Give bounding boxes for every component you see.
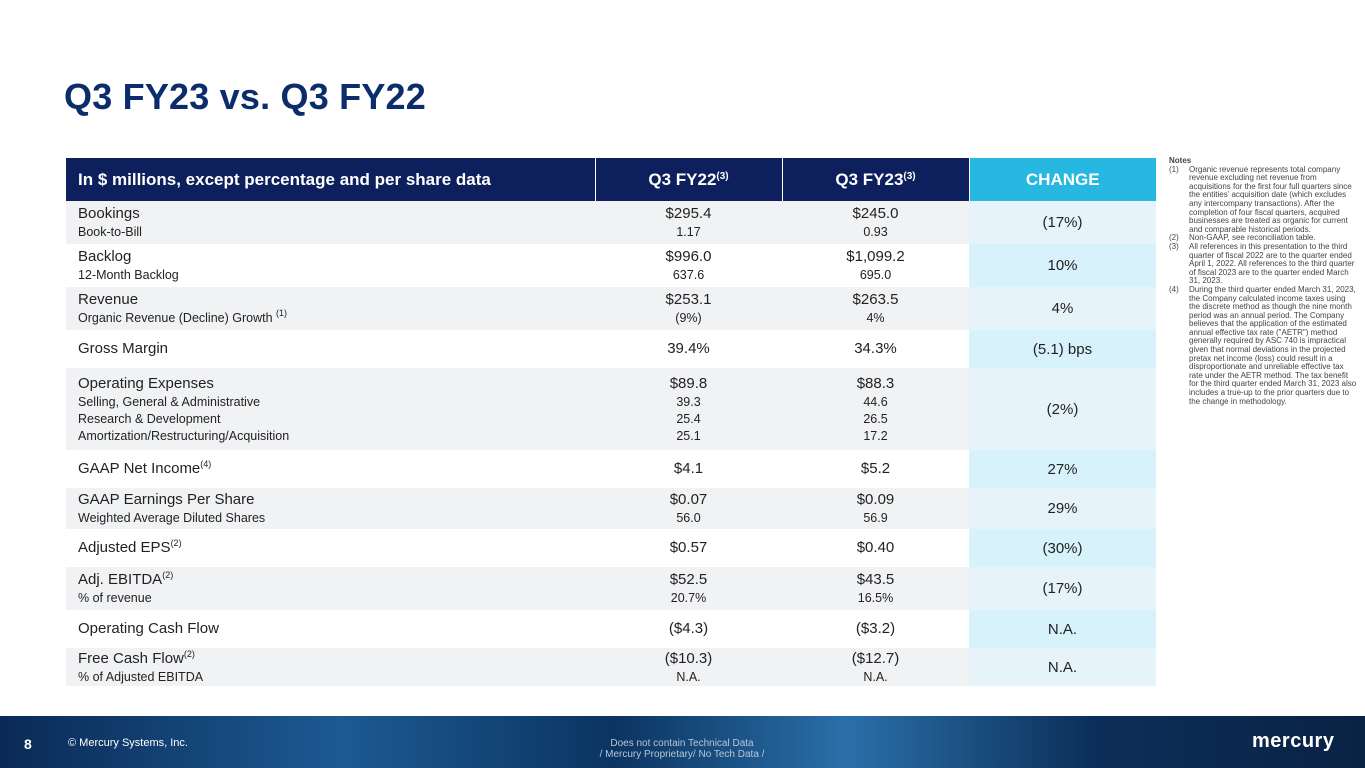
cell-q3fy23: $0.40 <box>782 529 969 567</box>
row-label: Operating Expenses Selling, General & Adm… <box>66 368 595 450</box>
table-row: GAAP Earnings Per Share Weighted Average … <box>66 488 1156 529</box>
row-label: Free Cash Flow(2)% of Adjusted EBITDA <box>66 648 595 686</box>
cell-change: 27% <box>969 450 1156 488</box>
table-row: Revenue Organic Revenue (Decline) Growth … <box>66 287 1156 330</box>
cell-q3fy23: $43.5 16.5% <box>782 567 969 610</box>
table-row: GAAP Net Income(4) $4.1 $5.2 27% <box>66 450 1156 488</box>
cell-q3fy23: $245.0 0.93 <box>782 201 969 244</box>
row-label: Gross Margin <box>66 330 595 368</box>
table-row: Adj. EBITDA(2)% of revenue $52.5 20.7% $43.… <box>66 567 1156 610</box>
cell-change: 29% <box>969 488 1156 529</box>
note-item: (2) Non-GAAP, see reconciliation table. <box>1169 233 1316 243</box>
cell-q3fy23: 34.3% <box>782 330 969 368</box>
row-label: GAAP Earnings Per Share Weighted Average … <box>66 488 595 529</box>
notes-panel: Notes (1) Organic revenue represents tota… <box>1169 156 1357 406</box>
table-header-row: In $ millions, except percentage and per… <box>66 158 1156 201</box>
cell-q3fy22: ($4.3) <box>595 610 782 648</box>
cell-change: 4% <box>969 287 1156 330</box>
cell-q3fy23: $5.2 <box>782 450 969 488</box>
cell-change: N.A. <box>969 648 1156 686</box>
cell-change: (17%) <box>969 567 1156 610</box>
notes-title: Notes <box>1169 156 1192 165</box>
table-row: Operating Expenses Selling, General & Adm… <box>66 368 1156 450</box>
cell-q3fy22: $52.5 20.7% <box>595 567 782 610</box>
table-row: Adjusted EPS(2) $0.57 $0.40 (30%) <box>66 529 1156 567</box>
page-number: 8 <box>24 736 32 752</box>
cell-q3fy22: $4.1 <box>595 450 782 488</box>
page-title: Q3 FY23 vs. Q3 FY22 <box>64 76 426 117</box>
table-row: Backlog 12-Month Backlog $996.0 637.6 $1,099… <box>66 244 1156 287</box>
cell-q3fy23: ($12.7) N.A. <box>782 648 969 686</box>
note-item: (4) During the third quarter ended March … <box>1169 284 1357 406</box>
row-label: GAAP Net Income(4) <box>66 450 595 488</box>
row-label: Revenue Organic Revenue (Decline) Growth … <box>66 287 595 330</box>
cell-change: (2%) <box>969 368 1156 450</box>
cell-q3fy22: $295.4 1.17 <box>595 201 782 244</box>
row-label: Backlog 12-Month Backlog <box>66 244 595 287</box>
table-row: Gross Margin 39.4% 34.3% (5.1) bps <box>66 330 1156 368</box>
note-item: (3) All references in this presentation t… <box>1169 241 1355 286</box>
table-row: Operating Cash Flow ($4.3) ($3.2) N.A. <box>66 610 1156 648</box>
cell-change: N.A. <box>969 610 1156 648</box>
cell-q3fy22: $0.07 56.0 <box>595 488 782 529</box>
cell-change: 10% <box>969 244 1156 287</box>
cell-change: (17%) <box>969 201 1156 244</box>
header-label: In $ millions, except percentage and per… <box>66 158 595 201</box>
cell-q3fy22: $996.0 637.6 <box>595 244 782 287</box>
row-label: Adjusted EPS(2) <box>66 529 595 567</box>
cell-q3fy23: $1,099.2 695.0 <box>782 244 969 287</box>
cell-q3fy22: ($10.3) N.A. <box>595 648 782 686</box>
cell-q3fy22: 39.4% <box>595 330 782 368</box>
cell-q3fy23: ($3.2) <box>782 610 969 648</box>
cell-q3fy23: $263.5 4% <box>782 287 969 330</box>
header-change: CHANGE <box>968 158 1156 201</box>
mercury-logo: mercury <box>1252 730 1335 752</box>
row-label: Bookings Book-to-Bill <box>66 201 595 244</box>
row-label: Operating Cash Flow <box>66 610 595 648</box>
cell-q3fy22: $89.8 39.3 25.4 25.1 <box>595 368 782 450</box>
footer-bar: 8 © Mercury Systems, Inc. Does not conta… <box>0 716 1365 768</box>
cell-q3fy22: $0.57 <box>595 529 782 567</box>
header-q3fy22: Q3 FY22(3) <box>594 158 782 201</box>
data-marking: Does not contain Technical Data / Mercur… <box>599 738 765 760</box>
cell-q3fy22: $253.1 (9%) <box>595 287 782 330</box>
note-item: (1) Organic revenue represents total comp… <box>1169 164 1352 234</box>
cell-change: (5.1) bps <box>969 330 1156 368</box>
cell-change: (30%) <box>969 529 1156 567</box>
table-row: Bookings Book-to-Bill $295.4 1.17 $245.0 0.93… <box>66 201 1156 244</box>
cell-q3fy23: $0.09 56.9 <box>782 488 969 529</box>
row-label: Adj. EBITDA(2)% of revenue <box>66 567 595 610</box>
copyright: © Mercury Systems, Inc. <box>68 737 188 749</box>
header-q3fy23: Q3 FY23(3) <box>781 158 969 201</box>
table-row: Free Cash Flow(2)% of Adjusted EBITDA ($1… <box>66 648 1156 686</box>
cell-q3fy23: $88.3 44.6 26.5 17.2 <box>782 368 969 450</box>
financial-table: In $ millions, except percentage and per… <box>66 158 1156 686</box>
